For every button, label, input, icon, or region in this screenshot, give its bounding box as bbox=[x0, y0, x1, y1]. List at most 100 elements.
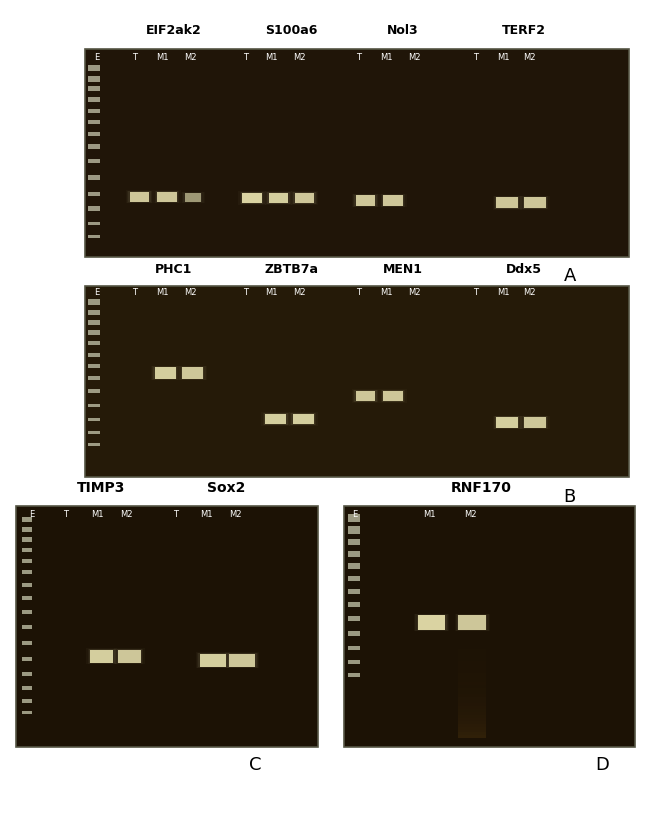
Text: T: T bbox=[473, 53, 478, 62]
Bar bbox=[493, 415, 522, 429]
Bar bbox=[153, 366, 177, 379]
Bar bbox=[458, 703, 486, 706]
Text: D: D bbox=[595, 756, 610, 774]
Text: M2: M2 bbox=[523, 53, 536, 62]
Bar bbox=[495, 416, 519, 428]
Bar bbox=[458, 670, 486, 672]
Bar bbox=[115, 649, 143, 663]
Bar bbox=[458, 721, 486, 724]
Bar bbox=[382, 390, 404, 402]
Bar bbox=[200, 654, 226, 667]
Text: E: E bbox=[94, 288, 100, 297]
Bar bbox=[128, 191, 151, 202]
Bar bbox=[348, 539, 360, 545]
Bar bbox=[90, 650, 113, 663]
Bar bbox=[458, 661, 486, 663]
Bar bbox=[227, 653, 258, 667]
Bar bbox=[520, 415, 550, 429]
Bar bbox=[90, 650, 113, 663]
Bar bbox=[179, 366, 206, 379]
Text: M2: M2 bbox=[407, 288, 421, 297]
Bar bbox=[178, 366, 207, 380]
Bar bbox=[348, 673, 360, 677]
Bar bbox=[293, 192, 316, 204]
Bar bbox=[266, 192, 291, 204]
Text: M1: M1 bbox=[156, 288, 169, 297]
Bar bbox=[458, 654, 486, 658]
Text: M1: M1 bbox=[265, 288, 278, 297]
Bar bbox=[88, 310, 100, 315]
Bar bbox=[382, 194, 404, 206]
Bar bbox=[458, 688, 486, 690]
Text: C: C bbox=[249, 756, 262, 774]
Bar bbox=[458, 694, 486, 697]
Bar bbox=[22, 570, 32, 574]
Text: TERF2: TERF2 bbox=[502, 24, 546, 37]
Bar bbox=[22, 699, 32, 703]
Text: EIF2ak2: EIF2ak2 bbox=[145, 24, 202, 37]
Text: M1: M1 bbox=[156, 53, 169, 62]
Bar bbox=[22, 686, 32, 690]
Bar bbox=[88, 418, 100, 421]
Bar bbox=[524, 417, 546, 428]
Bar bbox=[88, 341, 100, 345]
Text: M2: M2 bbox=[407, 53, 421, 62]
Bar bbox=[458, 712, 486, 715]
Bar bbox=[383, 391, 403, 401]
Text: M1: M1 bbox=[265, 53, 278, 62]
Bar bbox=[356, 391, 375, 401]
Bar bbox=[238, 191, 266, 205]
Bar bbox=[229, 654, 255, 667]
Bar bbox=[458, 685, 486, 688]
Text: M1: M1 bbox=[380, 53, 393, 62]
Bar bbox=[22, 641, 32, 645]
Bar bbox=[418, 615, 445, 630]
Bar bbox=[383, 391, 403, 401]
Bar bbox=[379, 193, 407, 207]
Bar bbox=[88, 431, 100, 434]
Text: M2: M2 bbox=[183, 53, 196, 62]
Text: T: T bbox=[473, 288, 478, 297]
Bar bbox=[88, 86, 100, 91]
Text: T: T bbox=[356, 53, 362, 62]
Bar bbox=[181, 366, 204, 379]
Bar bbox=[22, 596, 32, 600]
Bar bbox=[493, 196, 522, 210]
Bar bbox=[458, 676, 486, 679]
Bar bbox=[458, 708, 486, 712]
Bar bbox=[379, 389, 407, 403]
Text: E: E bbox=[352, 510, 358, 519]
Bar bbox=[88, 132, 100, 136]
Bar bbox=[241, 192, 263, 204]
Bar bbox=[88, 364, 100, 368]
Bar bbox=[182, 367, 203, 379]
Bar bbox=[354, 194, 377, 206]
Bar bbox=[291, 191, 318, 205]
Bar bbox=[418, 615, 445, 630]
Text: T: T bbox=[243, 53, 248, 62]
Text: M2: M2 bbox=[293, 53, 306, 62]
Bar bbox=[88, 97, 100, 102]
Bar bbox=[88, 320, 100, 325]
Text: M1: M1 bbox=[90, 510, 103, 519]
Bar bbox=[352, 193, 379, 207]
Bar bbox=[458, 615, 486, 630]
Bar bbox=[153, 190, 181, 203]
Bar bbox=[265, 191, 292, 205]
Text: TIMP3: TIMP3 bbox=[77, 481, 126, 495]
Text: M2: M2 bbox=[229, 510, 242, 519]
Bar bbox=[228, 653, 257, 667]
Text: M1: M1 bbox=[422, 510, 436, 519]
Text: Ddx5: Ddx5 bbox=[506, 263, 542, 276]
Text: Sox2: Sox2 bbox=[207, 481, 245, 495]
Bar bbox=[269, 193, 288, 203]
Bar bbox=[458, 724, 486, 726]
Bar bbox=[457, 614, 487, 631]
Text: 100: 100 bbox=[326, 660, 342, 670]
Text: 500: 500 bbox=[326, 609, 342, 619]
Bar bbox=[458, 679, 486, 681]
Text: E: E bbox=[29, 510, 34, 519]
Bar bbox=[458, 717, 486, 721]
Bar bbox=[88, 299, 100, 305]
Bar bbox=[155, 191, 179, 202]
